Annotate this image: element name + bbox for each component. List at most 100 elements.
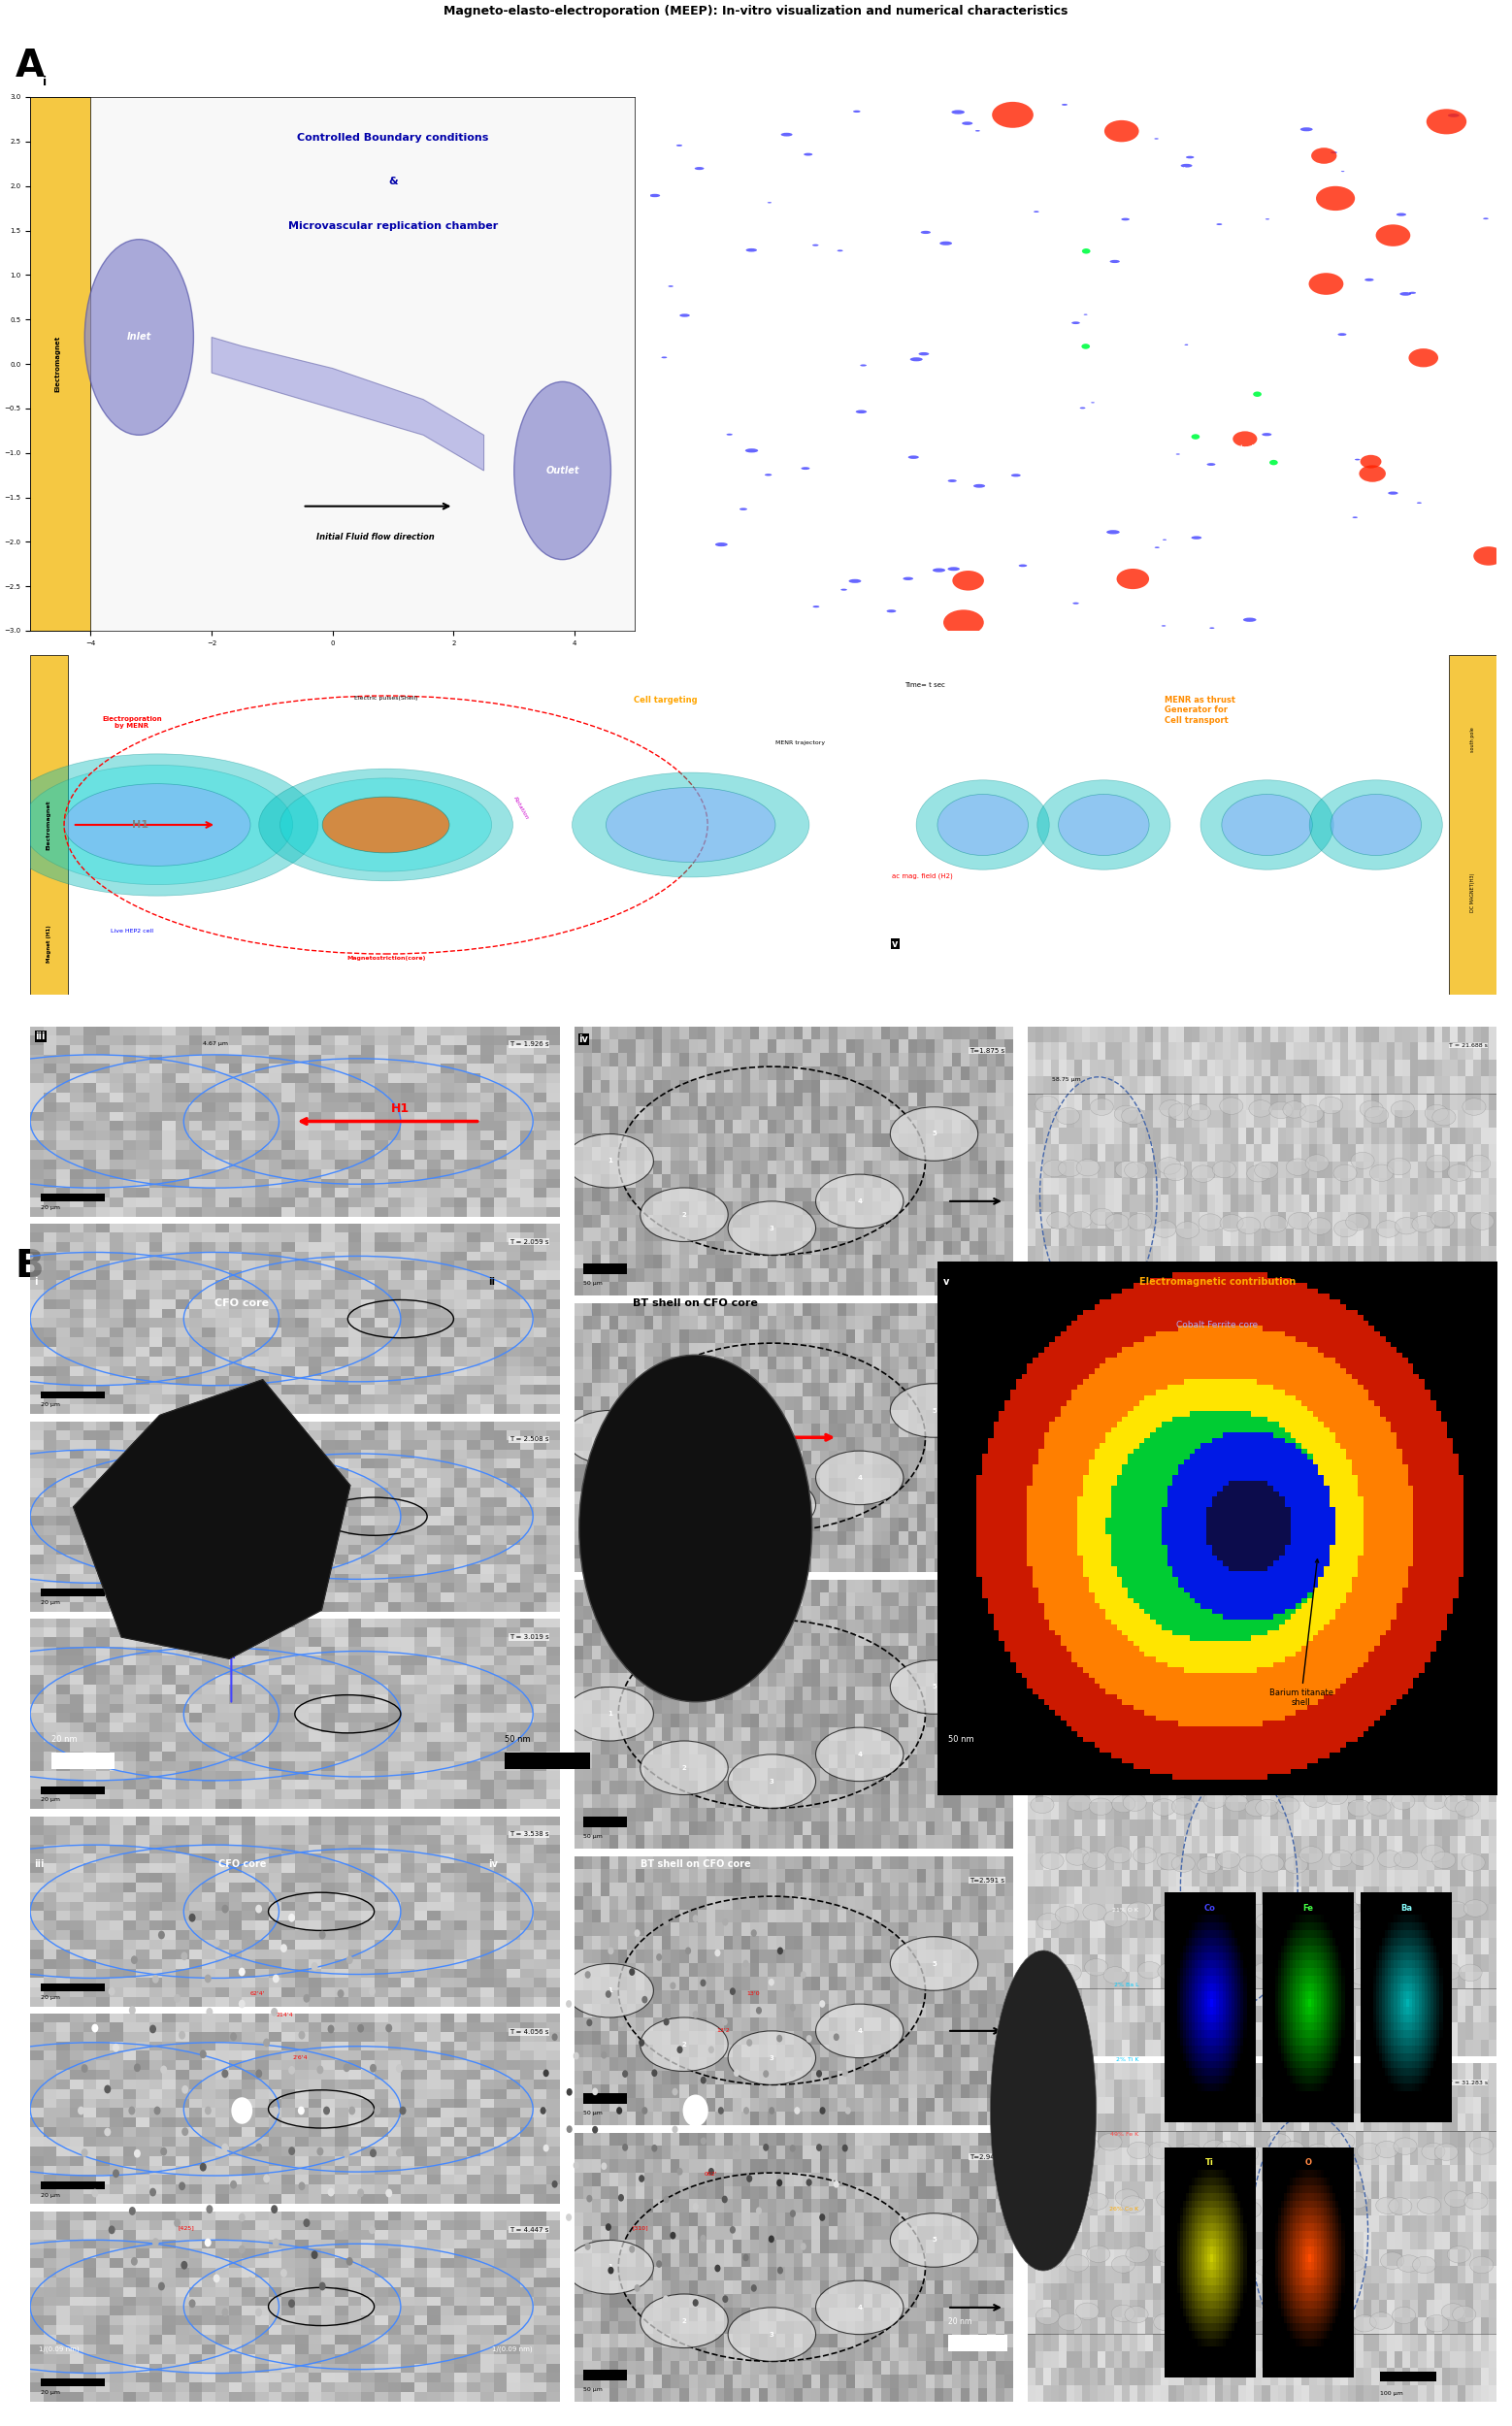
Circle shape xyxy=(1300,2200,1323,2217)
Circle shape xyxy=(1238,1507,1261,1524)
Circle shape xyxy=(777,2035,782,2043)
Circle shape xyxy=(1187,1104,1211,1121)
Circle shape xyxy=(587,2196,593,2203)
Text: 20 nm: 20 nm xyxy=(51,1735,77,1744)
Circle shape xyxy=(1204,1451,1226,1468)
Circle shape xyxy=(178,2031,186,2040)
Circle shape xyxy=(396,2149,402,2157)
Ellipse shape xyxy=(804,153,812,155)
Circle shape xyxy=(1160,1099,1182,1116)
Circle shape xyxy=(1365,1453,1390,1470)
Circle shape xyxy=(605,2222,611,2232)
Circle shape xyxy=(1086,1621,1110,1638)
Circle shape xyxy=(373,2106,381,2115)
Ellipse shape xyxy=(916,781,1049,869)
Circle shape xyxy=(733,2069,739,2077)
Circle shape xyxy=(1199,1902,1223,1919)
Circle shape xyxy=(328,2188,334,2196)
Circle shape xyxy=(1409,349,1438,366)
Circle shape xyxy=(1276,1451,1300,1468)
Text: [310]: [310] xyxy=(632,2225,649,2229)
Circle shape xyxy=(150,2188,156,2196)
Text: 3: 3 xyxy=(770,2331,774,2336)
Ellipse shape xyxy=(909,456,919,459)
Circle shape xyxy=(1128,2142,1151,2159)
Text: 1: 1 xyxy=(608,1987,612,1994)
Circle shape xyxy=(1176,1223,1199,1237)
Ellipse shape xyxy=(694,167,705,170)
Circle shape xyxy=(634,2285,640,2293)
Circle shape xyxy=(1455,1448,1479,1465)
Circle shape xyxy=(324,2106,330,2115)
Circle shape xyxy=(640,1742,727,1795)
Circle shape xyxy=(181,2086,189,2094)
Circle shape xyxy=(1225,1504,1247,1521)
Circle shape xyxy=(357,2023,364,2033)
Circle shape xyxy=(815,1727,903,1781)
Circle shape xyxy=(664,2196,670,2203)
Text: ME nanorobot: ME nanorobot xyxy=(1175,124,1291,138)
Circle shape xyxy=(1439,1511,1462,1528)
Circle shape xyxy=(178,2181,186,2191)
Circle shape xyxy=(1305,1155,1329,1172)
Circle shape xyxy=(1152,1798,1176,1815)
Circle shape xyxy=(337,1989,345,1999)
Circle shape xyxy=(1462,1853,1485,1870)
Circle shape xyxy=(1306,2145,1331,2162)
Circle shape xyxy=(700,2137,706,2145)
Text: DC MAGNET(H3): DC MAGNET(H3) xyxy=(1470,873,1476,912)
Text: H3: H3 xyxy=(1276,1497,1296,1509)
Circle shape xyxy=(727,1477,815,1531)
Circle shape xyxy=(820,1999,826,2009)
Circle shape xyxy=(1352,1274,1376,1291)
Circle shape xyxy=(1199,1567,1223,1584)
Text: Time= t sec: Time= t sec xyxy=(904,682,945,689)
Circle shape xyxy=(815,1174,903,1228)
Ellipse shape xyxy=(848,580,862,582)
Ellipse shape xyxy=(280,779,491,871)
Circle shape xyxy=(1164,1164,1187,1181)
Circle shape xyxy=(1432,1109,1456,1126)
Circle shape xyxy=(1125,2246,1149,2263)
Circle shape xyxy=(1067,1795,1092,1812)
Bar xyxy=(51,1752,115,1769)
Circle shape xyxy=(1069,1211,1092,1228)
Circle shape xyxy=(565,1999,572,2009)
Circle shape xyxy=(943,609,984,636)
Circle shape xyxy=(1311,2302,1334,2319)
Circle shape xyxy=(1132,1846,1157,1863)
Text: 5: 5 xyxy=(931,1684,936,1691)
Circle shape xyxy=(246,1936,254,1943)
Text: south pole: south pole xyxy=(1470,728,1476,752)
Circle shape xyxy=(246,2278,254,2285)
Circle shape xyxy=(280,1943,287,1953)
Circle shape xyxy=(664,2018,670,2026)
Circle shape xyxy=(1393,1967,1415,1984)
Ellipse shape xyxy=(1181,165,1193,167)
Ellipse shape xyxy=(739,507,747,509)
Circle shape xyxy=(1433,1451,1456,1468)
Circle shape xyxy=(1341,1499,1365,1516)
Circle shape xyxy=(700,2077,706,2084)
Circle shape xyxy=(1204,2140,1226,2157)
Circle shape xyxy=(1350,1611,1373,1628)
Circle shape xyxy=(343,2065,349,2072)
Circle shape xyxy=(1331,2132,1355,2149)
Circle shape xyxy=(1376,2142,1399,2157)
Text: Barium titanate
shell: Barium titanate shell xyxy=(1269,1560,1334,1708)
Circle shape xyxy=(567,2089,573,2096)
Circle shape xyxy=(222,2142,228,2152)
Text: T = 2.059 s: T = 2.059 s xyxy=(510,1240,549,1245)
Circle shape xyxy=(316,2065,324,2074)
Text: H1: H1 xyxy=(132,820,148,830)
Circle shape xyxy=(1448,1276,1473,1293)
Circle shape xyxy=(756,2208,762,2215)
Circle shape xyxy=(311,1963,318,1970)
Text: Magnet (H1): Magnet (H1) xyxy=(47,924,51,963)
Circle shape xyxy=(1077,1160,1099,1177)
Circle shape xyxy=(1426,1155,1450,1172)
Ellipse shape xyxy=(910,357,922,361)
Circle shape xyxy=(239,1999,245,2009)
Circle shape xyxy=(1246,1800,1269,1817)
Circle shape xyxy=(1438,1963,1461,1980)
